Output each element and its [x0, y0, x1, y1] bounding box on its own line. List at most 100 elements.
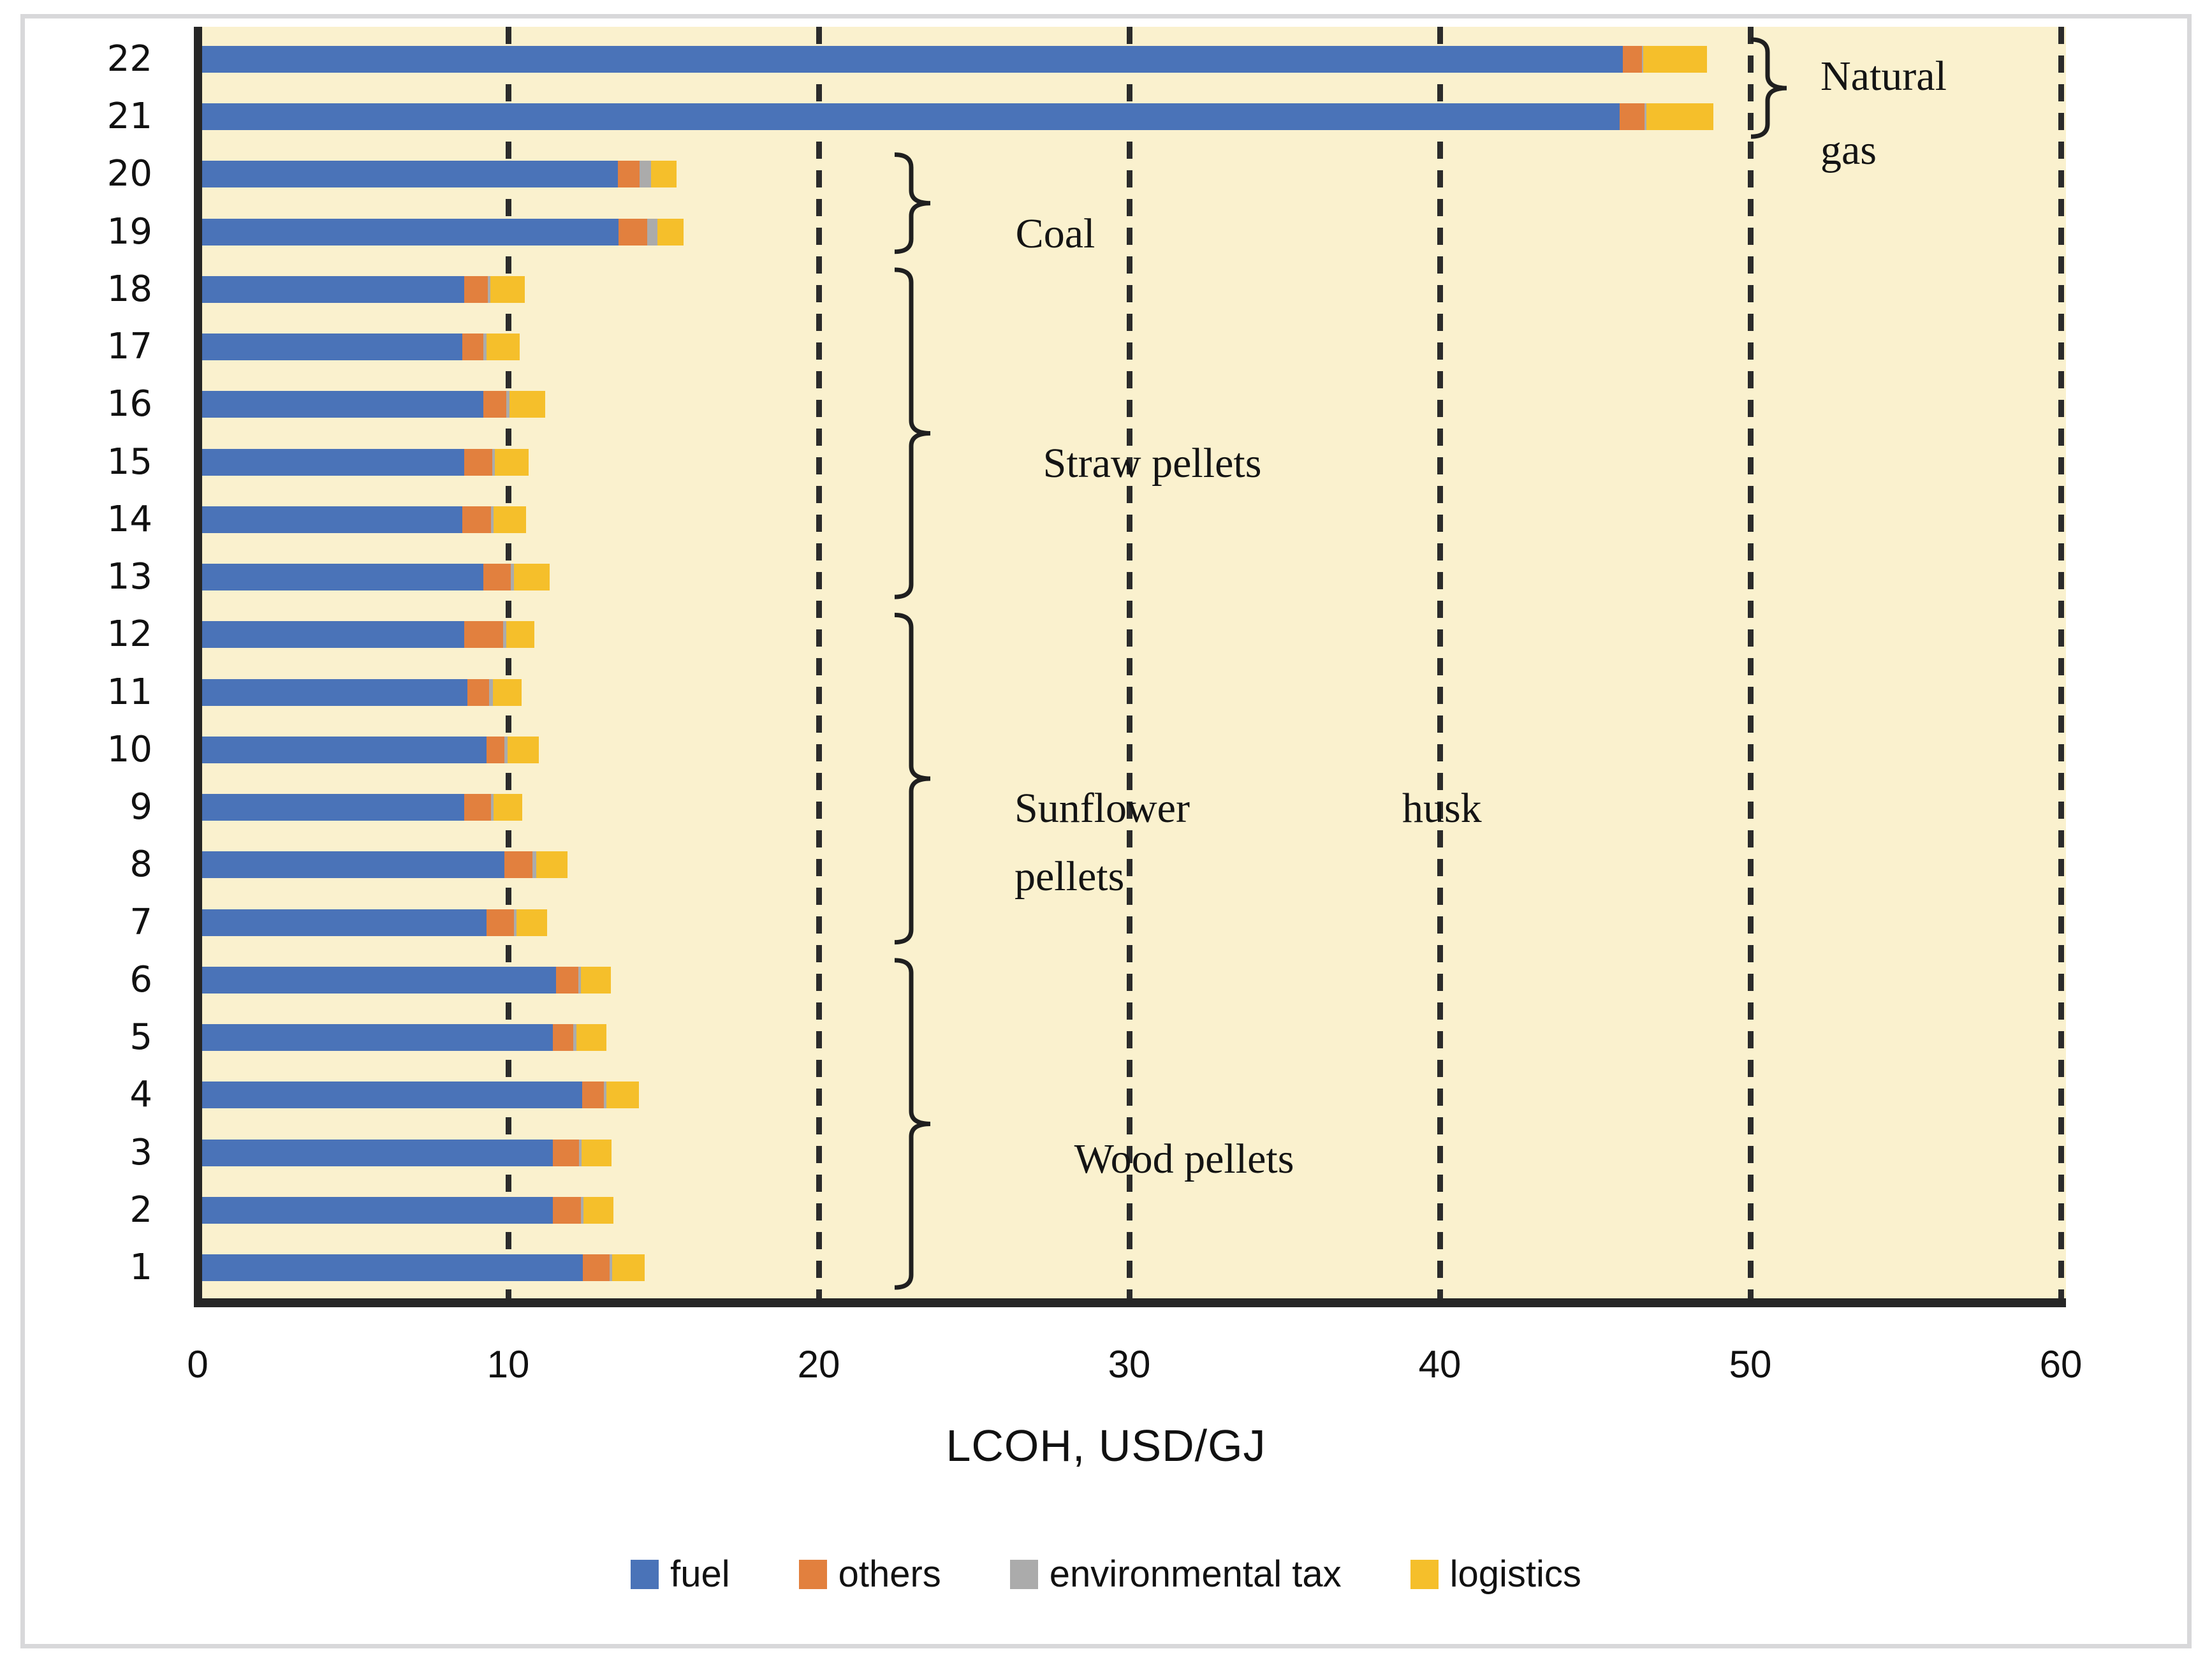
bar-segment-others	[582, 1254, 610, 1282]
gridline-20	[816, 27, 822, 1298]
label-wood-pellets: Wood pellets	[1074, 1136, 1294, 1182]
bar-segment-fuel	[198, 678, 467, 706]
legend-item-environmental-tax: environmental tax	[1009, 1556, 1342, 1593]
bar-segment-logistics	[1643, 46, 1707, 73]
label-straw-pellets: Straw pellets	[1043, 440, 1262, 487]
bar-segment-fuel	[198, 909, 487, 936]
bar-segment-logistics	[651, 161, 677, 188]
bar-segment-logistics	[581, 966, 612, 994]
legend-swatch-icon	[631, 1560, 659, 1589]
bar-segment-logistics	[492, 678, 522, 706]
bar-row-13	[198, 564, 550, 591]
bar-segment-environmental-tax	[510, 564, 514, 591]
bar-segment-fuel	[198, 46, 1623, 73]
brace-natural-gas	[1750, 37, 1787, 139]
bar-segment-environmental-tax	[490, 506, 494, 533]
bar-segment-environmental-tax	[581, 1196, 584, 1224]
bar-segment-fuel	[198, 1024, 553, 1052]
bar-segment-others	[1620, 103, 1645, 131]
bar-segment-environmental-tax	[579, 1139, 582, 1166]
bar-segment-environmental-tax	[490, 794, 494, 821]
bar-segment-fuel	[198, 564, 484, 591]
bar-segment-fuel	[198, 794, 464, 821]
bar-segment-fuel	[198, 391, 484, 418]
bar-segment-fuel	[198, 506, 462, 533]
label-coal: Coal	[1015, 210, 1095, 257]
y-tick-label-18: 18	[106, 268, 152, 310]
bar-segment-logistics	[516, 909, 548, 936]
bar-segment-others	[464, 448, 492, 476]
bar-row-20	[198, 161, 677, 188]
gridline-40	[1437, 27, 1443, 1298]
bar-segment-fuel	[198, 334, 462, 361]
bar-segment-logistics	[583, 1196, 613, 1224]
bar-segment-logistics	[506, 621, 535, 649]
bar-row-5	[198, 1024, 606, 1052]
bar-segment-environmental-tax	[492, 448, 495, 476]
label-sunflower-pellets: pellets	[1014, 853, 1125, 900]
bar-segment-environmental-tax	[483, 334, 487, 361]
bar-segment-environmental-tax	[513, 909, 517, 936]
legend-label: logistics	[1449, 1553, 1581, 1595]
bar-row-1	[198, 1254, 645, 1282]
x-tick-label-30: 30	[1108, 1343, 1151, 1386]
bar-segment-fuel	[198, 1082, 583, 1109]
bar-segment-logistics	[509, 391, 545, 418]
bar-segment-others	[464, 275, 488, 303]
bar-segment-logistics	[576, 1024, 606, 1052]
bar-row-16	[198, 391, 545, 418]
bar-segment-environmental-tax	[573, 1024, 577, 1052]
gridline-60	[2058, 27, 2064, 1298]
bar-segment-fuel	[198, 1196, 553, 1224]
bar-segment-fuel	[198, 736, 487, 763]
label-natural-gas-line1: Natural	[1820, 53, 1947, 99]
bar-segment-logistics	[490, 275, 525, 303]
bar-segment-others	[582, 1082, 604, 1109]
brace-straw-pellets	[894, 267, 931, 599]
y-tick-label-7: 7	[129, 901, 152, 943]
legend-item-fuel: fuel	[631, 1556, 730, 1593]
bar-row-12	[198, 621, 535, 649]
bar-row-11	[198, 678, 522, 706]
bar-segment-fuel	[198, 1139, 553, 1166]
bar-segment-logistics	[486, 334, 520, 361]
y-tick-label-9: 9	[129, 786, 152, 828]
bar-row-17	[198, 334, 520, 361]
bar-segment-others	[1623, 46, 1642, 73]
legend-label: others	[838, 1553, 941, 1595]
bar-row-10	[198, 736, 539, 763]
x-axis-title: LCOH, USD/GJ	[946, 1421, 1266, 1470]
bar-segment-others	[464, 621, 504, 649]
y-tick-label-22: 22	[106, 38, 152, 80]
bar-segment-others	[467, 678, 490, 706]
y-tick-label-21: 21	[106, 96, 152, 138]
y-tick-label-13: 13	[106, 556, 152, 598]
x-tick-label-20: 20	[797, 1343, 840, 1386]
bar-segment-environmental-tax	[1644, 103, 1647, 131]
bar-segment-logistics	[582, 1139, 612, 1166]
bar-segment-logistics	[1646, 103, 1713, 131]
bar-segment-environmental-tax	[603, 1082, 607, 1109]
bar-segment-environmental-tax	[487, 275, 490, 303]
bar-segment-environmental-tax	[503, 621, 507, 649]
bar-row-22	[198, 46, 1707, 73]
bar-row-7	[198, 909, 548, 936]
x-tick-label-40: 40	[1418, 1343, 1461, 1386]
y-tick-label-20: 20	[106, 153, 152, 195]
bar-row-15	[198, 448, 529, 476]
bar-segment-environmental-tax	[532, 851, 536, 879]
bar-row-9	[198, 794, 522, 821]
bar-segment-others	[487, 909, 514, 936]
x-tick-label-0: 0	[187, 1343, 209, 1386]
bar-segment-fuel	[198, 448, 464, 476]
bar-segment-logistics	[612, 1254, 645, 1282]
y-tick-label-19: 19	[106, 210, 152, 253]
bar-row-2	[198, 1196, 613, 1224]
bar-segment-environmental-tax	[609, 1254, 612, 1282]
gridline-30	[1126, 27, 1132, 1298]
y-axis-line	[194, 27, 202, 1307]
y-tick-label-10: 10	[106, 728, 152, 770]
bar-segment-others	[483, 391, 507, 418]
y-tick-label-3: 3	[129, 1131, 152, 1173]
